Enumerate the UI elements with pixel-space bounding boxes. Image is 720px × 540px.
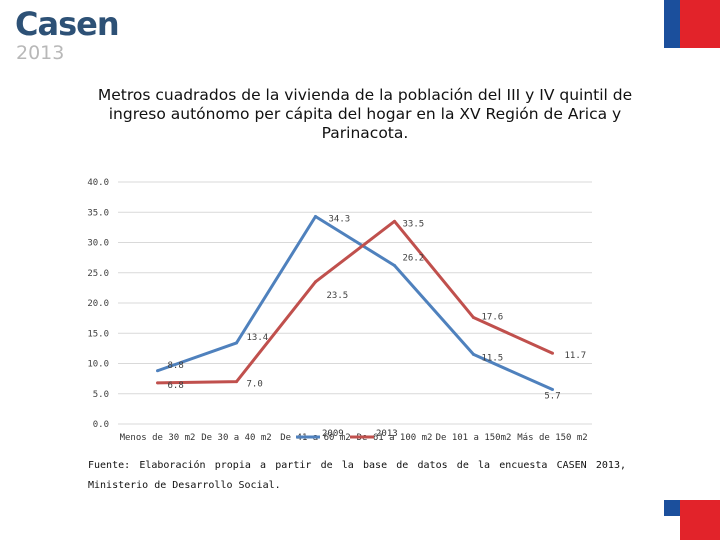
y-tick-label: 40.0: [87, 178, 109, 188]
x-tick-label: De 101 a 150m2: [436, 433, 512, 443]
data-point: [156, 369, 159, 373]
data-point: [314, 214, 317, 218]
data-point: [551, 351, 554, 355]
chart-title: Metros cuadrados de la vivienda de la po…: [97, 86, 633, 142]
logo-year: 2013: [16, 42, 65, 64]
data-label: 8.8: [168, 361, 184, 371]
data-label: 5.7: [544, 392, 560, 402]
data-label: 23.5: [327, 291, 349, 301]
legend-label-2013: 2013: [376, 429, 398, 439]
data-point: [551, 388, 554, 392]
x-tick-label: Menos de 30 m2: [120, 433, 196, 443]
y-tick-label: 15.0: [87, 329, 109, 339]
data-label: 26.2: [403, 253, 425, 263]
y-tick-label: 20.0: [87, 299, 109, 309]
flag-stripe-bottom: [664, 500, 720, 540]
data-label: 7.0: [247, 380, 263, 390]
y-tick-label: 35.0: [87, 208, 109, 218]
data-label: 11.7: [565, 351, 587, 361]
y-tick-label: 5.0: [93, 390, 109, 400]
data-label: 17.6: [482, 313, 504, 323]
flag-stripe-top: [664, 0, 720, 48]
source-note: Fuente: Elaboración propia a partir de l…: [88, 460, 626, 491]
data-point: [472, 316, 475, 320]
data-point: [156, 381, 159, 385]
x-tick-label: Más de 150 m2: [517, 433, 587, 443]
x-tick-label: De 61 a 100 m2: [357, 433, 433, 443]
data-point: [235, 341, 238, 345]
casen-logo: Casen: [15, 5, 120, 43]
data-label: 11.5: [482, 353, 504, 363]
series-line-2013: [157, 219, 554, 385]
data-point: [235, 380, 238, 384]
data-label: 13.4: [247, 333, 269, 343]
data-label: 34.3: [329, 214, 351, 224]
x-tick-label: De 30 a 40 m2: [201, 433, 271, 443]
y-tick-label: 10.0: [87, 360, 109, 370]
y-tick-label: 25.0: [87, 269, 109, 279]
legend-label-2009: 2009: [322, 429, 344, 439]
data-label: 33.5: [403, 219, 425, 229]
data-point: [393, 263, 396, 267]
series-line-2009: [157, 214, 554, 391]
y-tick-label: 30.0: [87, 239, 109, 249]
data-point: [314, 280, 317, 284]
data-point: [393, 219, 396, 223]
data-point: [472, 352, 475, 356]
data-label: 6.8: [168, 381, 184, 391]
y-tick-label: 0.0: [93, 420, 109, 430]
